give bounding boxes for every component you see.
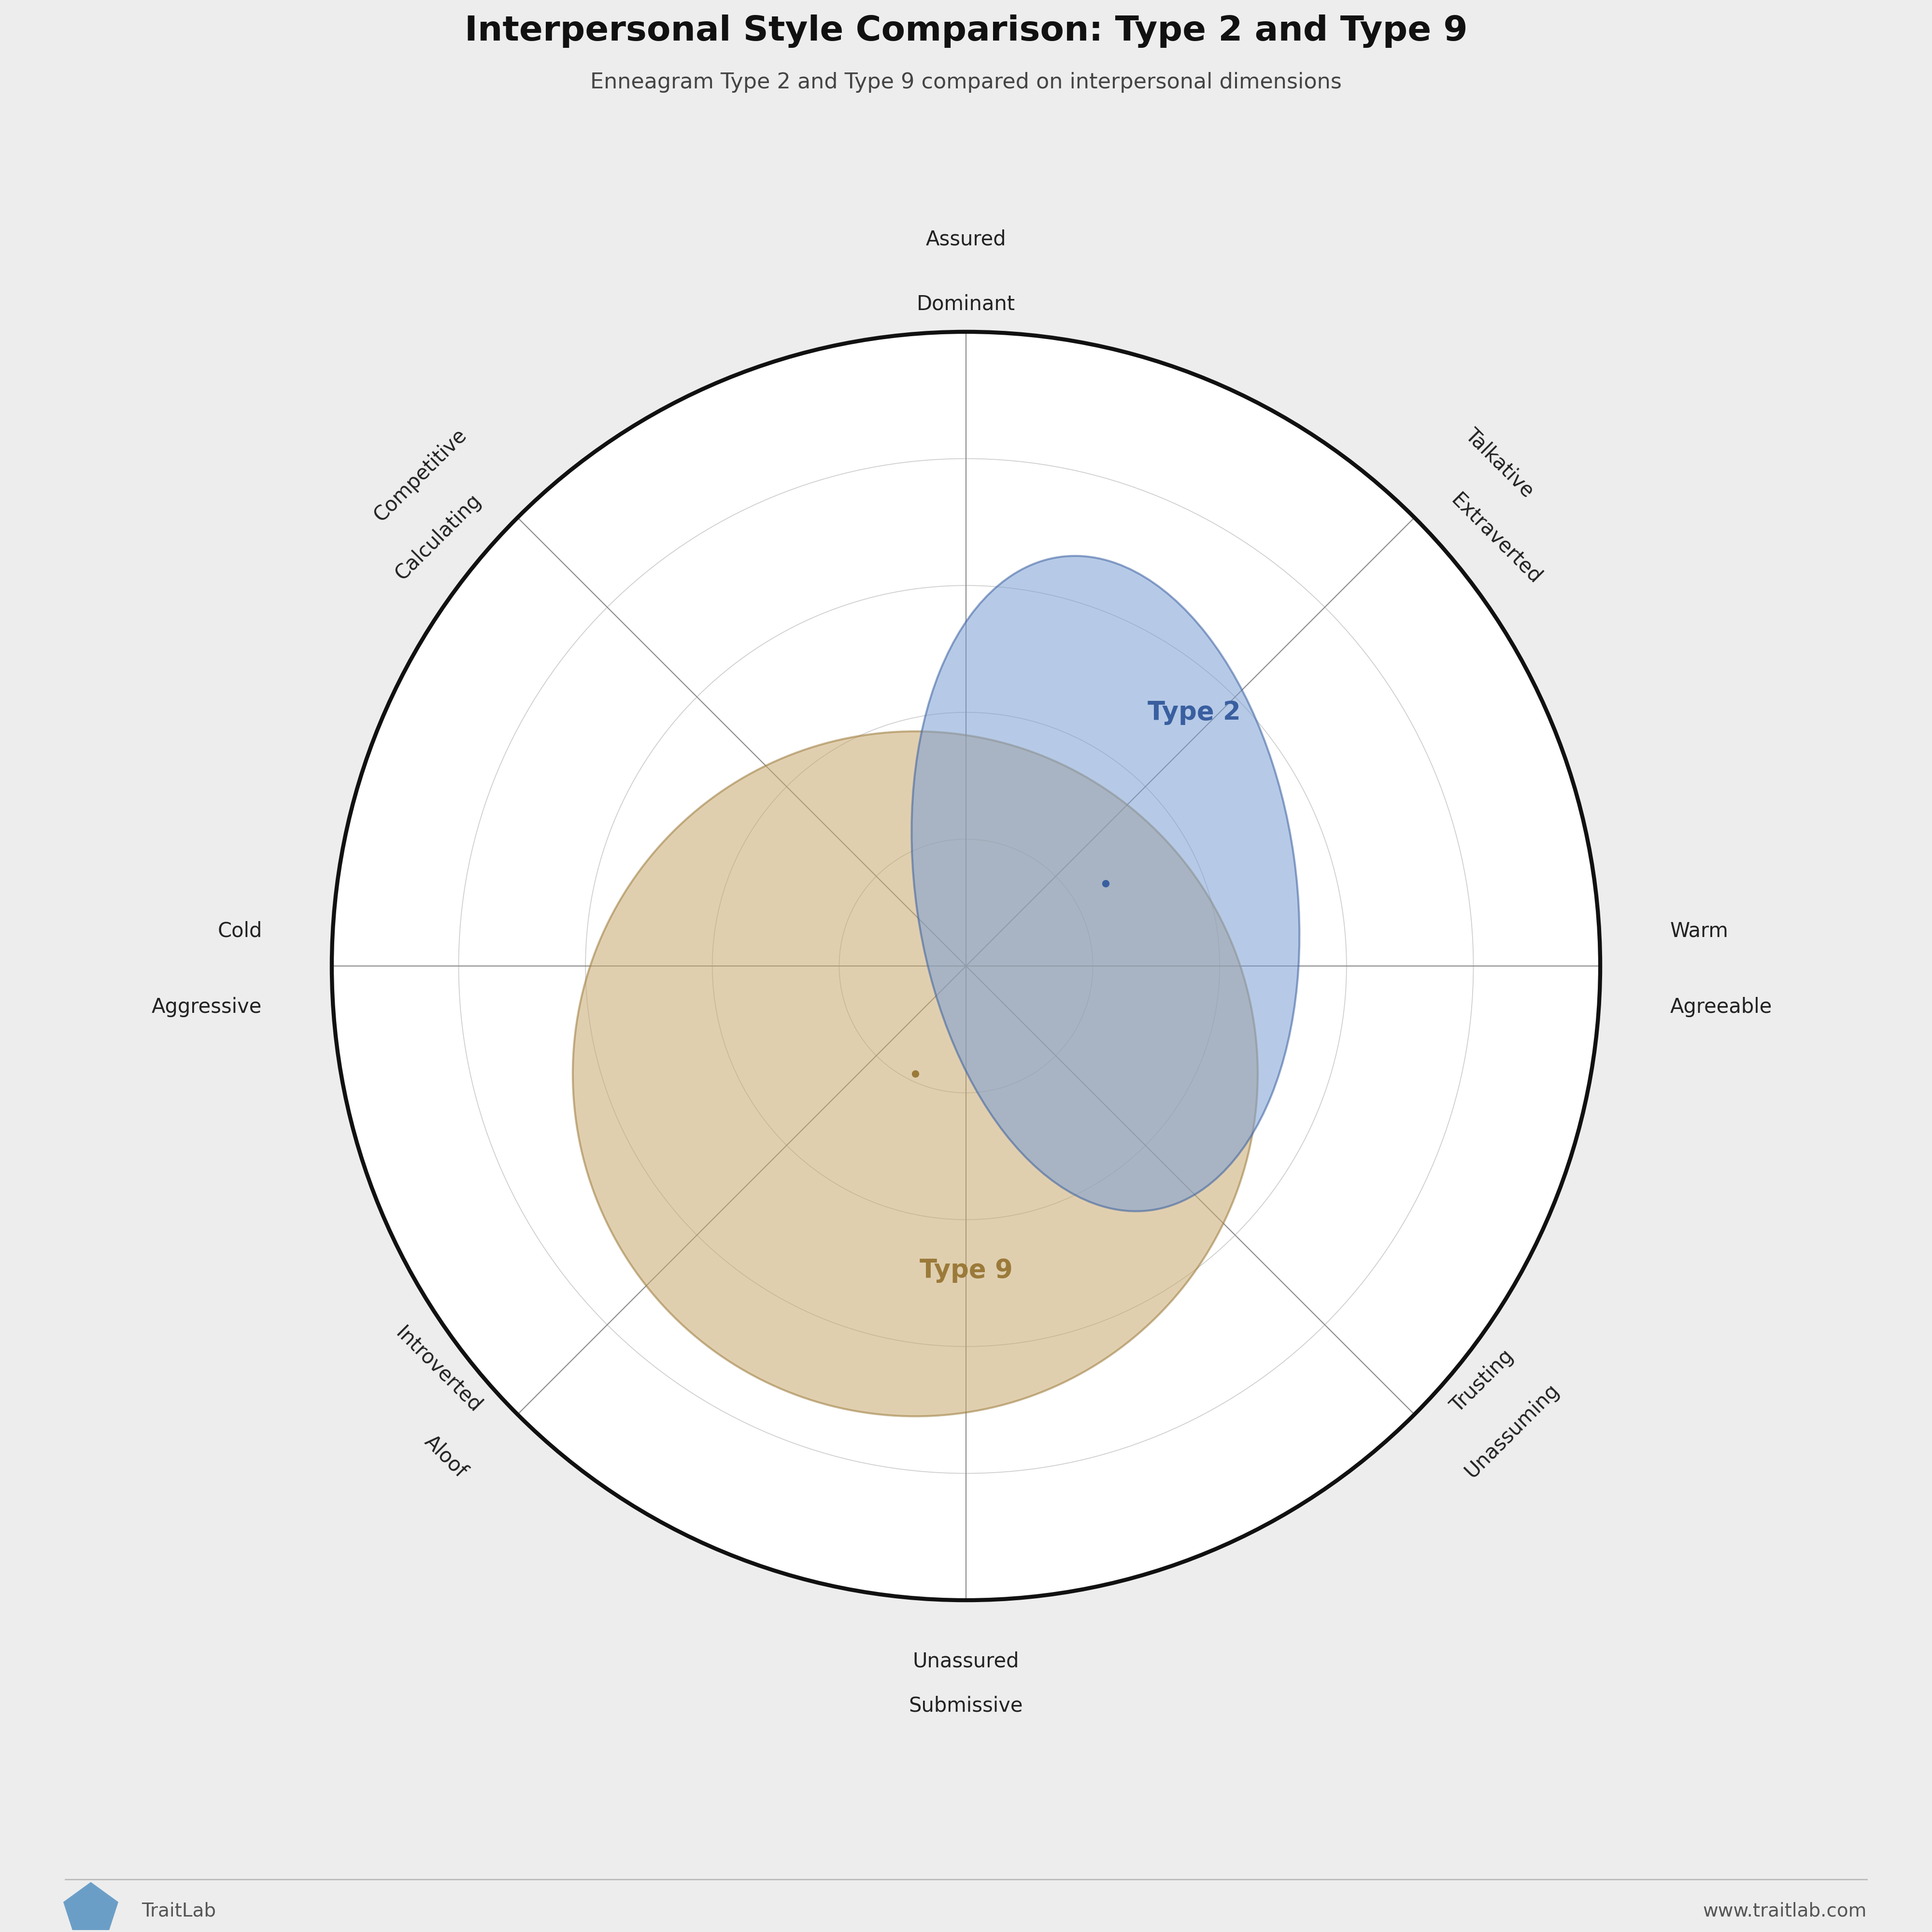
Text: Calculating: Calculating xyxy=(392,491,485,583)
Ellipse shape xyxy=(912,556,1300,1211)
Polygon shape xyxy=(64,1882,118,1932)
Text: Interpersonal Style Comparison: Type 2 and Type 9: Interpersonal Style Comparison: Type 2 a… xyxy=(464,15,1468,48)
Text: Type 9: Type 9 xyxy=(920,1258,1012,1283)
Text: Agreeable: Agreeable xyxy=(1669,997,1772,1018)
Text: Aggressive: Aggressive xyxy=(153,997,263,1018)
Text: Trusting: Trusting xyxy=(1447,1347,1517,1416)
Text: Unassuming: Unassuming xyxy=(1461,1379,1563,1482)
Text: Unassured: Unassured xyxy=(912,1652,1020,1671)
Circle shape xyxy=(332,332,1600,1600)
Text: TraitLab: TraitLab xyxy=(141,1901,216,1920)
Ellipse shape xyxy=(572,732,1258,1416)
Text: www.traitlab.com: www.traitlab.com xyxy=(1702,1901,1866,1920)
Text: Competitive: Competitive xyxy=(371,425,471,526)
Text: Type 2: Type 2 xyxy=(1148,699,1240,724)
Text: Assured: Assured xyxy=(925,230,1007,249)
Text: Dominant: Dominant xyxy=(916,294,1016,315)
Text: Cold: Cold xyxy=(218,922,263,941)
Text: Talkative: Talkative xyxy=(1461,425,1538,502)
Text: Extraverted: Extraverted xyxy=(1447,491,1546,587)
Text: Warm: Warm xyxy=(1669,922,1729,941)
Text: Submissive: Submissive xyxy=(908,1696,1024,1716)
Text: Introverted: Introverted xyxy=(392,1323,485,1416)
Text: Aloof: Aloof xyxy=(421,1432,471,1482)
Text: Enneagram Type 2 and Type 9 compared on interpersonal dimensions: Enneagram Type 2 and Type 9 compared on … xyxy=(591,71,1341,93)
